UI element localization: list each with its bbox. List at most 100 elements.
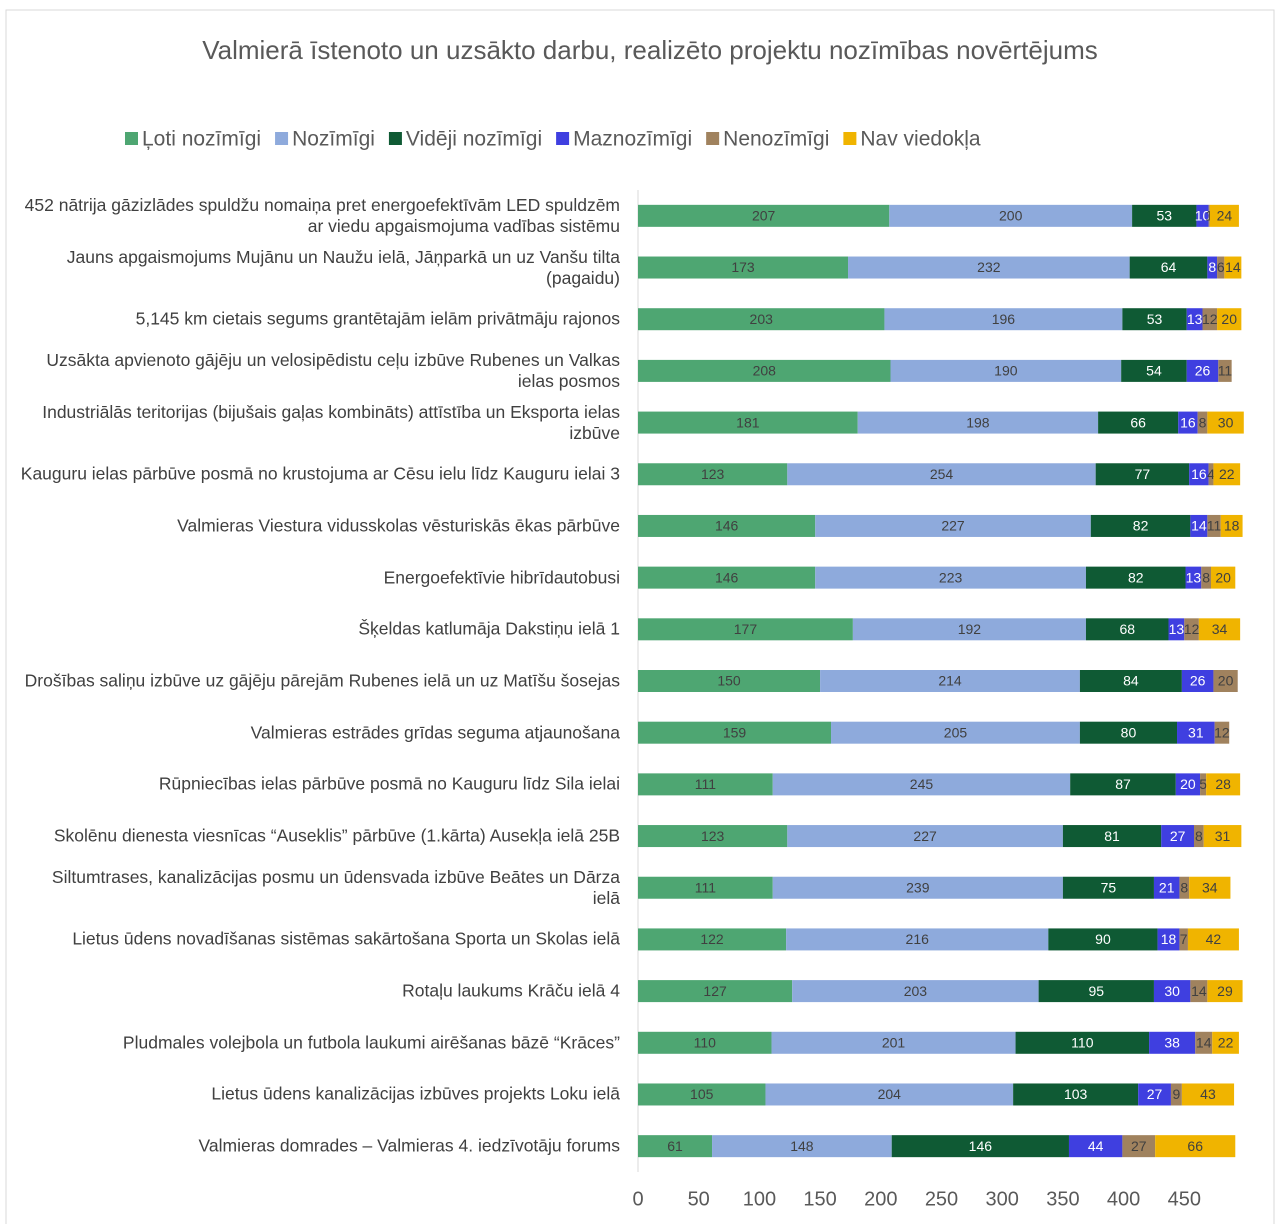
data-label: 13: [1187, 311, 1203, 327]
data-label: 203: [750, 311, 774, 327]
bar-segment: [638, 411, 858, 434]
bar-segment: [1048, 928, 1158, 951]
bar-segment: [1224, 256, 1242, 279]
data-label: 30: [1218, 414, 1234, 430]
x-tick-label: 100: [743, 1188, 776, 1210]
data-label: 159: [723, 724, 747, 740]
category-label: Valmieras estrādes grīdas seguma atjauno…: [250, 722, 620, 743]
data-label: 34: [1202, 879, 1218, 895]
bar-segment: [638, 1135, 713, 1158]
bar-segment: [1168, 618, 1185, 641]
bar-segment: [1213, 670, 1238, 692]
data-label: 14: [1191, 983, 1207, 999]
data-label: 26: [1195, 363, 1211, 379]
bar-segment: [792, 980, 1039, 1003]
data-label: 12: [1202, 311, 1218, 327]
bar-segment: [638, 1083, 766, 1106]
bar-segment: [1200, 773, 1207, 796]
data-label: 9: [1173, 1086, 1181, 1102]
data-label: 254: [930, 466, 954, 482]
data-label: 11: [1218, 363, 1233, 379]
bar-segment: [857, 411, 1099, 434]
data-label: 208: [753, 363, 777, 379]
bar-segment: [815, 566, 1086, 589]
legend-label: Nav viedokļa: [860, 128, 981, 151]
category-label: Uzsākta apvienoto gājēju un velosipēdist…: [46, 349, 620, 391]
data-label: 38: [1164, 1034, 1180, 1050]
bar-segment: [1157, 928, 1180, 951]
category-label: Industriālās teritorijas (bijušais gaļas…: [42, 401, 620, 443]
data-label: 146: [715, 569, 739, 585]
bar-segment: [638, 308, 885, 331]
data-label: 8: [1199, 414, 1207, 430]
legend-label: Vidēji nozīmīgi: [406, 128, 542, 151]
bar-segment: [772, 773, 1071, 796]
bar-segment: [638, 204, 890, 227]
bar-segment: [1153, 980, 1191, 1003]
bar-segment: [1179, 928, 1188, 951]
x-tick-label: 0: [632, 1188, 643, 1210]
bar-segment: [1155, 1135, 1236, 1158]
bar-segment: [848, 256, 1130, 279]
bar-segment: [1161, 825, 1195, 848]
data-label: 232: [977, 259, 1001, 275]
bar-segment: [1153, 876, 1180, 899]
legend-label: Maznozīmīgi: [573, 128, 692, 151]
category-label: Jauns apgaismojums Mujānu un Naužu ielā,…: [66, 246, 620, 288]
legend-label: Nozīmīgi: [292, 128, 375, 151]
data-label: 68: [1119, 621, 1135, 637]
bar-segment: [1213, 463, 1241, 486]
data-label: 26: [1190, 673, 1206, 689]
category-label: Drošības saliņu izbūve uz gājēju pārejām…: [24, 670, 620, 691]
data-label: 29: [1217, 983, 1233, 999]
bar-segment: [890, 359, 1122, 382]
x-tick-label: 300: [986, 1188, 1019, 1210]
bar-segment: [1212, 1031, 1239, 1054]
bar-segment: [765, 1083, 1014, 1106]
data-label: 207: [752, 208, 776, 224]
data-label: 80: [1121, 724, 1137, 740]
bar-segment: [1121, 359, 1187, 382]
x-tick-label: 250: [925, 1188, 958, 1210]
category-label: Rūpniecības ielas pārbūve posmā no Kaugu…: [158, 773, 620, 794]
data-label: 201: [882, 1034, 906, 1050]
bar-segment: [1070, 773, 1176, 796]
category-label: Skolēnu dienesta viesnīcas “Auseklis” pā…: [53, 825, 620, 846]
data-label: 54: [1146, 363, 1162, 379]
bar-segment: [1138, 1083, 1171, 1106]
data-label: 127: [703, 983, 727, 999]
data-label: 122: [700, 931, 724, 947]
bar-segment: [638, 721, 832, 744]
bar-segment: [712, 1135, 892, 1158]
data-label: 11: [1207, 518, 1222, 534]
bar-segment: [1207, 514, 1221, 537]
data-label: 43: [1200, 1086, 1216, 1102]
data-label: 87: [1115, 776, 1131, 792]
bar-segment: [1207, 256, 1218, 279]
data-label: 203: [904, 983, 928, 999]
bar-segment: [638, 773, 773, 796]
bar-segment: [1187, 928, 1239, 951]
data-label: 22: [1218, 1034, 1234, 1050]
category-label: Rotaļu laukums Krāču ielā 4: [402, 980, 620, 1001]
data-label: 200: [999, 208, 1023, 224]
data-label: 111: [695, 776, 716, 792]
data-label: 239: [906, 879, 930, 895]
data-label: 214: [938, 673, 962, 689]
bar-segment: [1038, 980, 1154, 1003]
legend-label: Ļoti nozīmīgi: [142, 128, 261, 151]
bar-segment: [1177, 721, 1215, 744]
x-tick-label: 200: [864, 1188, 897, 1210]
data-label: 223: [939, 569, 963, 585]
bar-segment: [1015, 1031, 1150, 1054]
category-label: Šķeldas katlumāja Dakstiņu ielā 1: [358, 618, 620, 639]
bar-segment: [786, 928, 1049, 951]
bar-segment: [1189, 876, 1231, 899]
data-label: 227: [941, 518, 965, 534]
bar-segment: [638, 514, 816, 537]
bar-segment: [1203, 825, 1242, 848]
data-label: 66: [1187, 1138, 1203, 1154]
bar-segment: [1184, 618, 1199, 641]
data-label: 77: [1135, 466, 1151, 482]
x-tick-label: 150: [803, 1188, 836, 1210]
